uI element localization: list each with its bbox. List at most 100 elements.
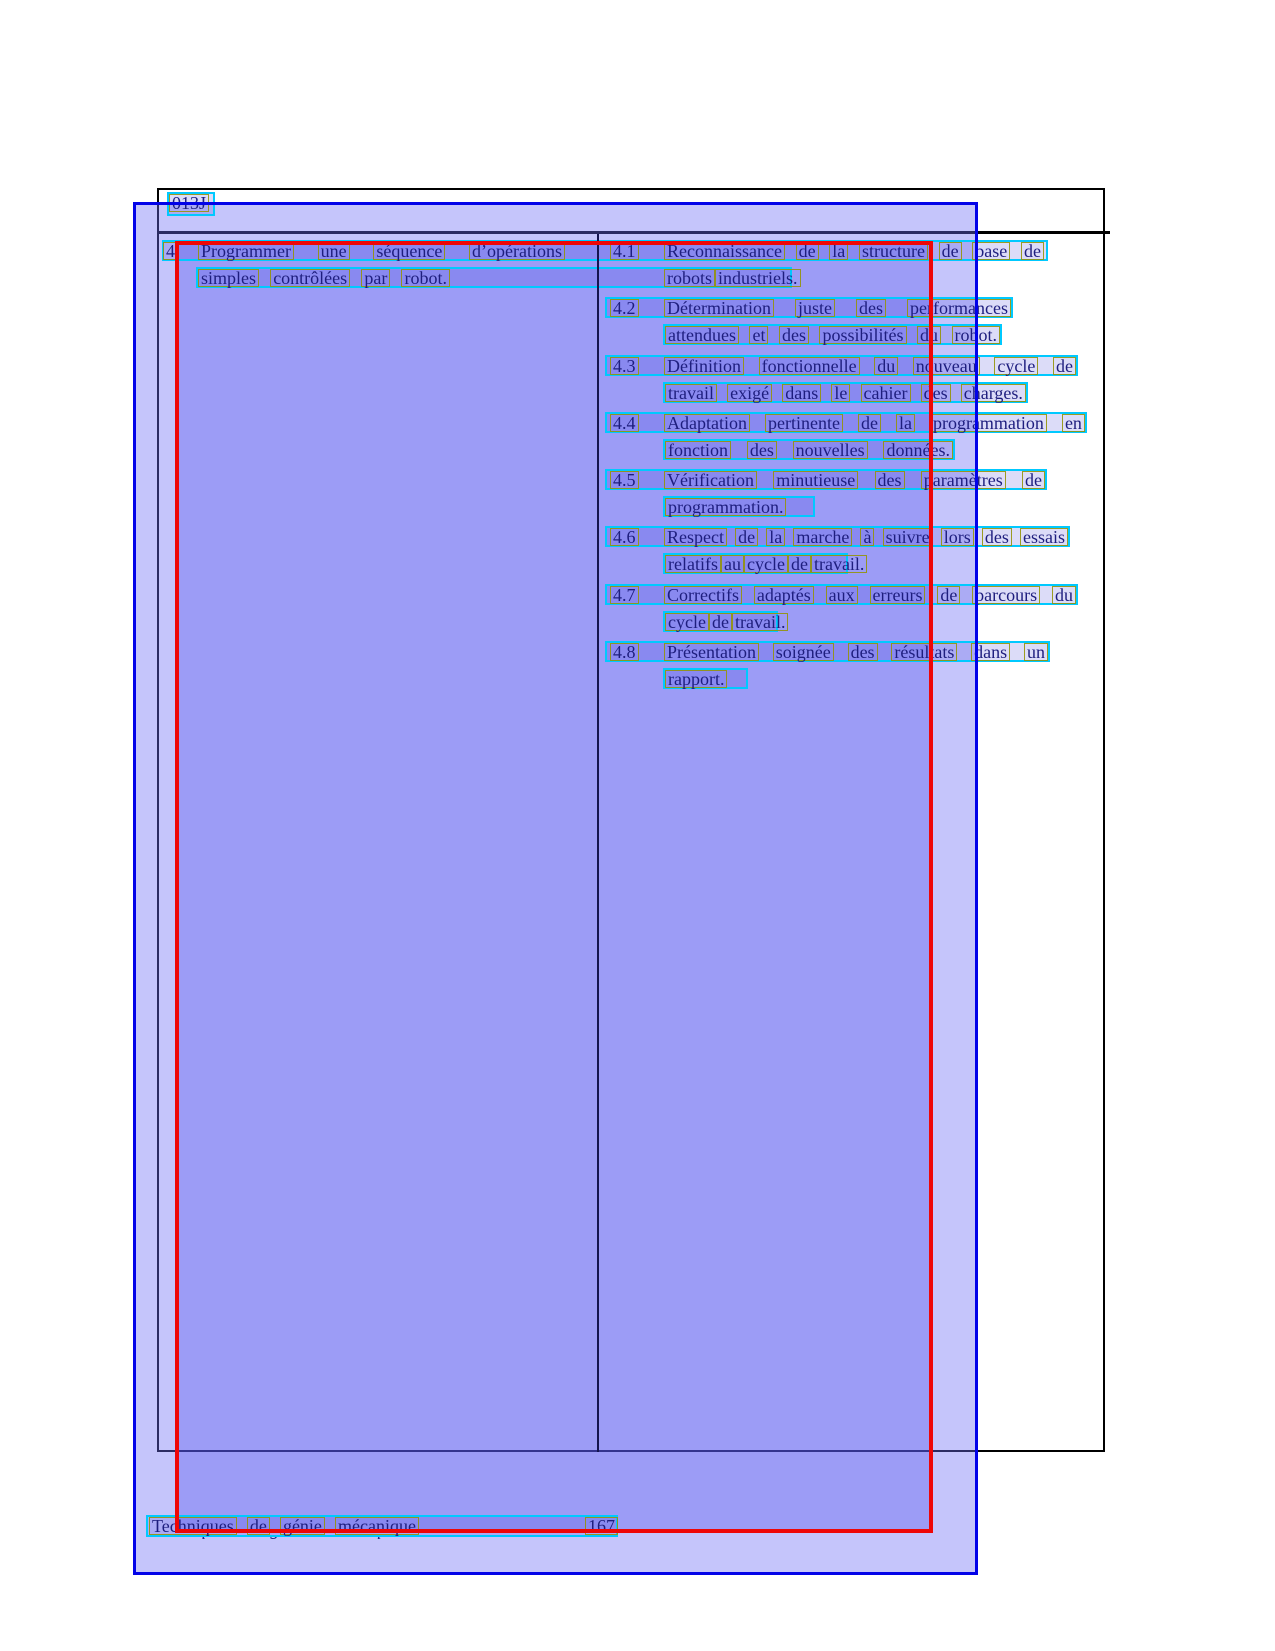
text-line-segment: Respect de la marche à suivre lors des essais bbox=[664, 527, 1068, 546]
column-divider-line bbox=[597, 234, 599, 1452]
text-line-segment: Détermination juste des performances bbox=[664, 298, 1011, 317]
ocr-word-box: travail. bbox=[731, 612, 789, 631]
ocr-word-box: de bbox=[787, 554, 811, 573]
ocr-line-4-2-2: attendues et des possibilités du robot. bbox=[663, 324, 1002, 345]
ocr-word-box: dans bbox=[971, 642, 1011, 661]
ocr-line-4-5-1: 4.5 Vérification minutieuse des paramètres de bbox=[605, 469, 1047, 490]
ocr-word-box: marche bbox=[793, 527, 853, 546]
ocr-word-box: cahier bbox=[860, 383, 911, 402]
ocr-line-4-4-2: fonction des nouvelles données. bbox=[663, 439, 955, 460]
ocr-word-box: Détermination bbox=[664, 298, 774, 317]
ocr-word-box: 4.8 bbox=[610, 642, 639, 661]
ocr-word-box: robots bbox=[664, 268, 715, 287]
header-rule bbox=[157, 231, 1110, 234]
ocr-word-box: Respect bbox=[664, 527, 727, 546]
ocr-word-box: de bbox=[735, 527, 759, 546]
text-line-segment: Reconnaissance de la structure de base de bbox=[664, 241, 1044, 260]
text-line-segment: 4.2 bbox=[610, 298, 642, 317]
text-line-segment: cycle de travail. bbox=[665, 612, 789, 631]
ocr-word-box: 4.5 bbox=[610, 470, 639, 489]
ocr-line-4-7-1: 4.7 Correctifs adaptés aux erreurs de parcours… bbox=[605, 584, 1078, 605]
ocr-word-box: et bbox=[749, 325, 769, 344]
ocr-line-row2: simples contrôlées par robot. robots industri… bbox=[196, 267, 801, 288]
ocr-word-box: des bbox=[746, 440, 777, 459]
ocr-line-4-8-1: 4.8 Présentation soignée des résultats dans un bbox=[605, 641, 1050, 662]
ocr-word-box: résultats bbox=[891, 642, 958, 661]
text-line-segment: Présentation soignée des résultats dans un bbox=[664, 642, 1048, 661]
text-line-segment: Vérification minutieuse des paramètres de bbox=[664, 470, 1045, 489]
ocr-word-box: des bbox=[874, 470, 905, 489]
ocr-word-box: 4.3 bbox=[610, 356, 639, 375]
ocr-word-box: du bbox=[874, 356, 899, 375]
ocr-word-box: des bbox=[847, 642, 878, 661]
ocr-word-box: données. bbox=[883, 440, 953, 459]
ocr-line-4-8-2: rapport. bbox=[663, 668, 748, 689]
ocr-word-box: soignée bbox=[772, 642, 834, 661]
table-region-border bbox=[175, 241, 933, 1533]
ocr-word-box: possibilités bbox=[819, 325, 907, 344]
text-line-segment: 4.6 bbox=[610, 527, 642, 546]
ocr-word-box: de bbox=[1020, 241, 1044, 260]
ocr-word-box: Vérification bbox=[664, 470, 757, 489]
ocr-word-box: de bbox=[1021, 470, 1045, 489]
text-line-segment: programmation. bbox=[665, 497, 813, 516]
ocr-word-box: robot. bbox=[401, 268, 450, 287]
text-line-segment: 4.4 bbox=[610, 413, 642, 432]
text-line-segment: rapport. bbox=[665, 669, 746, 688]
ocr-word-box: du bbox=[1051, 585, 1076, 604]
ocr-line-4-6-2: relatifs au cycle de travail. bbox=[663, 553, 868, 574]
ocr-line-4-5-2: programmation. bbox=[663, 496, 815, 517]
ocr-line-4-6-1: 4.6 Respect de la marche à suivre lors des essais bbox=[605, 526, 1070, 547]
ocr-word-box: erreurs bbox=[869, 585, 926, 604]
text-line-segment: travail exigé dans le cahier des charges. bbox=[665, 383, 1026, 402]
footer-italic-ghost: Techniques de génie mécanique bbox=[146, 1536, 476, 1545]
ocr-word-box: cycle bbox=[665, 612, 709, 631]
ocr-word-box: des bbox=[778, 325, 809, 344]
ocr-word-box: cycle bbox=[743, 554, 788, 573]
ocr-word-box: adaptés bbox=[753, 585, 814, 604]
table-region-fill bbox=[175, 241, 933, 1533]
ocr-word-box: essais bbox=[1019, 527, 1068, 546]
ocr-word-box: de bbox=[708, 612, 732, 631]
ocr-word-box: simples bbox=[198, 268, 260, 287]
ocr-word-box: la bbox=[766, 527, 786, 546]
ocr-word-box: Adaptation bbox=[664, 413, 750, 432]
ocr-word-box: nouvelles bbox=[792, 440, 868, 459]
ocr-word-box: travail bbox=[665, 383, 717, 402]
ocr-word-box: par bbox=[361, 268, 391, 287]
ocr-word-box: juste bbox=[794, 298, 835, 317]
ocr-word-box: base bbox=[972, 241, 1011, 260]
ocr-word-box: en bbox=[1061, 413, 1085, 432]
ocr-word-box: de bbox=[857, 413, 881, 432]
text-line-segment: Adaptation pertinente de la programmation en bbox=[664, 413, 1085, 432]
ocr-word-box: parcours bbox=[972, 585, 1041, 604]
ocr-line-4-7-2: cycle de travail. bbox=[663, 611, 789, 632]
table-outline bbox=[157, 188, 1105, 1452]
ocr-word-box: le bbox=[831, 383, 851, 402]
ocr-word-box: rapport. bbox=[665, 669, 728, 688]
ocr-word-box: lors bbox=[940, 527, 974, 546]
ocr-word-box: fonction bbox=[665, 440, 731, 459]
ocr-word-box: 4.6 bbox=[610, 527, 639, 546]
ocr-word-box: paramètres bbox=[920, 470, 1006, 489]
ocr-line-4-3-2: travail exigé dans le cahier des charges. bbox=[663, 382, 1028, 403]
ocr-word-box: dans bbox=[782, 383, 822, 402]
ocr-word-box: programmation. bbox=[665, 497, 787, 516]
ocr-word-box: aux bbox=[825, 585, 858, 604]
ocr-word-box: performances bbox=[907, 298, 1011, 317]
text-line-segment: relatifs au cycle de travail. bbox=[665, 554, 868, 573]
ocr-word-box: des bbox=[981, 527, 1012, 546]
ocr-word-box: cycle bbox=[994, 356, 1039, 375]
ocr-word-box: 4.7 bbox=[610, 585, 639, 604]
ocr-word-box: un bbox=[1023, 642, 1048, 661]
ocr-word-box: des bbox=[856, 298, 886, 317]
text-line-segment: Correctifs adaptés aux erreurs de parcours du bbox=[664, 585, 1076, 604]
ocr-word-box: de bbox=[938, 241, 962, 260]
ocr-word-box: contrôlées bbox=[270, 268, 351, 287]
ocr-word-box: au bbox=[720, 554, 744, 573]
text-line-segment: Programmer une séquence d’opérations bbox=[198, 241, 565, 260]
text-line-segment: 4.3 bbox=[610, 356, 642, 375]
footer-italic-ghost-text: Techniques de génie mécanique bbox=[150, 1536, 399, 1540]
ocr-line-4-4-1: 4.4 Adaptation pertinente de la programmation… bbox=[605, 412, 1087, 433]
